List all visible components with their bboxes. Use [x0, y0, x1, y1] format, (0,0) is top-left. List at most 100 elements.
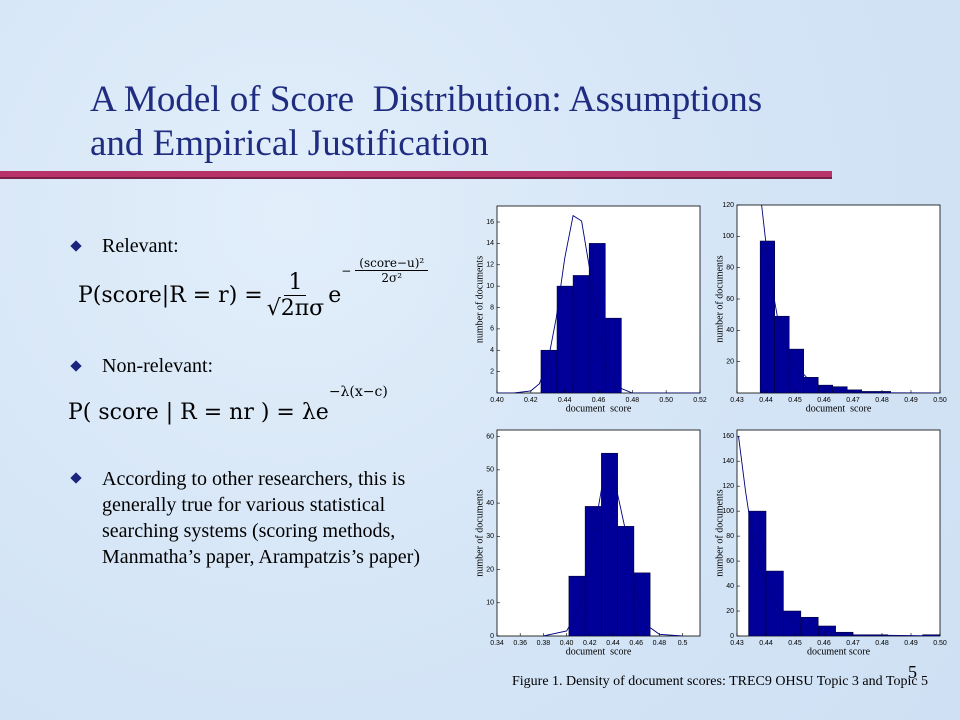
- bar: [556, 285, 574, 393]
- x-tick-label: 0.48: [653, 640, 667, 647]
- y-tick-label: 2: [490, 368, 494, 375]
- x-axis-label: document score: [807, 646, 871, 657]
- title-rule: [0, 177, 832, 179]
- exponent: − (score−u)² 2σ²: [341, 256, 432, 285]
- y-tick-label: 120: [722, 483, 734, 490]
- x-tick-label: 0.43: [730, 397, 744, 404]
- x-tick-label: 0.42: [524, 397, 538, 404]
- y-tick-label: 80: [726, 533, 734, 540]
- title-line: A Model of Score Distribution: Assumptio…: [90, 79, 763, 120]
- exponent-numerator: (score−u)²: [355, 256, 429, 271]
- x-tick-label: 0.50: [659, 397, 673, 404]
- bar: [765, 570, 784, 636]
- x-tick-label: 0.44: [606, 640, 620, 647]
- y-tick-label: 80: [726, 265, 734, 272]
- y-tick-label: 16: [486, 219, 494, 226]
- y-tick-label: 0: [490, 633, 494, 640]
- x-tick-label: 0.40: [560, 640, 574, 647]
- bar: [774, 315, 790, 393]
- bar: [788, 348, 805, 393]
- figure-caption: Figure 1. Density of document scores: TR…: [512, 674, 929, 689]
- bar: [759, 240, 776, 393]
- y-tick-label: 40: [726, 583, 734, 590]
- y-tick-label: 100: [722, 233, 734, 240]
- y-tick-label: 160: [722, 433, 734, 440]
- fit-curve: [543, 472, 683, 636]
- y-axis-label: number of documents: [714, 489, 725, 576]
- y-axis-label: number of documents: [714, 255, 725, 342]
- x-tick-label: 0.48: [875, 397, 889, 404]
- y-tick-label: 10: [486, 600, 494, 607]
- x-tick-label: 0.46: [817, 397, 831, 404]
- formula-base: e: [328, 283, 342, 308]
- x-tick-label: 0.44: [759, 397, 773, 404]
- y-tick-label: 30: [486, 533, 494, 540]
- y-tick-label: 14: [486, 240, 494, 247]
- formula: P( score | R = nr ) = λe −λ(x−c): [68, 384, 388, 425]
- y-tick-label: 40: [726, 327, 734, 334]
- x-axis-label: document score: [566, 646, 632, 657]
- fit-curve: [738, 436, 940, 636]
- bar: [803, 377, 819, 393]
- x-tick-label: 0.46: [629, 640, 643, 647]
- formula-lhs: P( score | R = nr ) = λe: [68, 400, 329, 425]
- formula: P(score|R = r) = 1 √2πσ e − (score−u)² 2…: [78, 256, 432, 321]
- x-tick-label: 0.45: [788, 640, 802, 647]
- y-tick-label: 4: [490, 347, 494, 354]
- y-tick-label: 40: [486, 500, 494, 507]
- bar: [604, 317, 622, 393]
- bar: [568, 575, 586, 636]
- y-tick-label: 140: [722, 458, 734, 465]
- x-tick-label: 0.42: [583, 640, 597, 647]
- y-tick-label: 60: [726, 558, 734, 565]
- denominator: √2πσ: [266, 296, 325, 321]
- x-tick-label: 0.47: [846, 397, 860, 404]
- y-tick-label: 20: [726, 608, 734, 615]
- bar: [601, 452, 618, 636]
- y-tick-label: 60: [486, 433, 494, 440]
- x-tick-label: 0.44: [759, 640, 773, 647]
- histogram: 0.43 0.44 0.45 0.46 0.47 0.48 0.49 0.50 0 20 40 60 8…: [714, 429, 947, 657]
- bar: [633, 572, 651, 636]
- bullet-text: Non-relevant:: [102, 355, 214, 377]
- exponent: −λ(x−c): [328, 384, 388, 400]
- x-tick-label: 0.44: [558, 397, 572, 404]
- y-axis-label: number of documents: [474, 256, 485, 343]
- bullet-text: Relevant:: [102, 235, 179, 257]
- bar: [783, 610, 802, 636]
- y-tick-label: 60: [726, 296, 734, 303]
- y-tick-label: 8: [490, 304, 494, 311]
- y-tick-label: 20: [486, 566, 494, 573]
- x-tick-label: 0.46: [817, 640, 831, 647]
- y-tick-label: 12: [486, 262, 494, 269]
- y-tick-label: 0: [730, 633, 734, 640]
- y-tick-label: 100: [722, 508, 734, 515]
- x-tick-label: 0.50: [933, 397, 947, 404]
- fit-curve: [761, 205, 940, 393]
- fit-curve: [497, 214, 700, 393]
- title-line: and Empirical Justification: [90, 123, 489, 164]
- bullet-text: According to other researchers, this is …: [102, 468, 420, 568]
- x-tick-label: 0.34: [490, 640, 504, 647]
- bar: [617, 526, 635, 636]
- histogram: 0.40 0.42 0.44 0.46 0.48 0.50 0.52 2 4 6 8 10 12 14 16…: [474, 205, 707, 414]
- exponent-sign: −: [341, 263, 352, 278]
- x-tick-label: 0.50: [933, 640, 947, 647]
- x-tick-label: 0.5: [678, 640, 688, 647]
- x-tick-label: 0.43: [730, 640, 744, 647]
- x-tick-label: 0.52: [693, 397, 707, 404]
- y-axis-label: number of documents: [474, 489, 485, 576]
- y-tick-label: 20: [726, 359, 734, 366]
- y-tick-label: 50: [486, 467, 494, 474]
- x-axis-label: document score: [806, 403, 872, 414]
- formula-lhs: P(score|R = r) =: [78, 283, 263, 308]
- x-tick-label: 0.48: [626, 397, 640, 404]
- bar: [584, 506, 602, 636]
- x-tick-label: 0.38: [537, 640, 551, 647]
- x-tick-label: 0.46: [592, 397, 606, 404]
- histogram: 0.34 0.36 0.38 0.40 0.42 0.44 0.46 0.48 0.5 0 10 20…: [474, 429, 701, 657]
- page-number: 5: [908, 662, 917, 682]
- histogram: 0.43 0.44 0.45 0.46 0.47 0.48 0.49 0.50 20 40 60 80…: [714, 202, 947, 414]
